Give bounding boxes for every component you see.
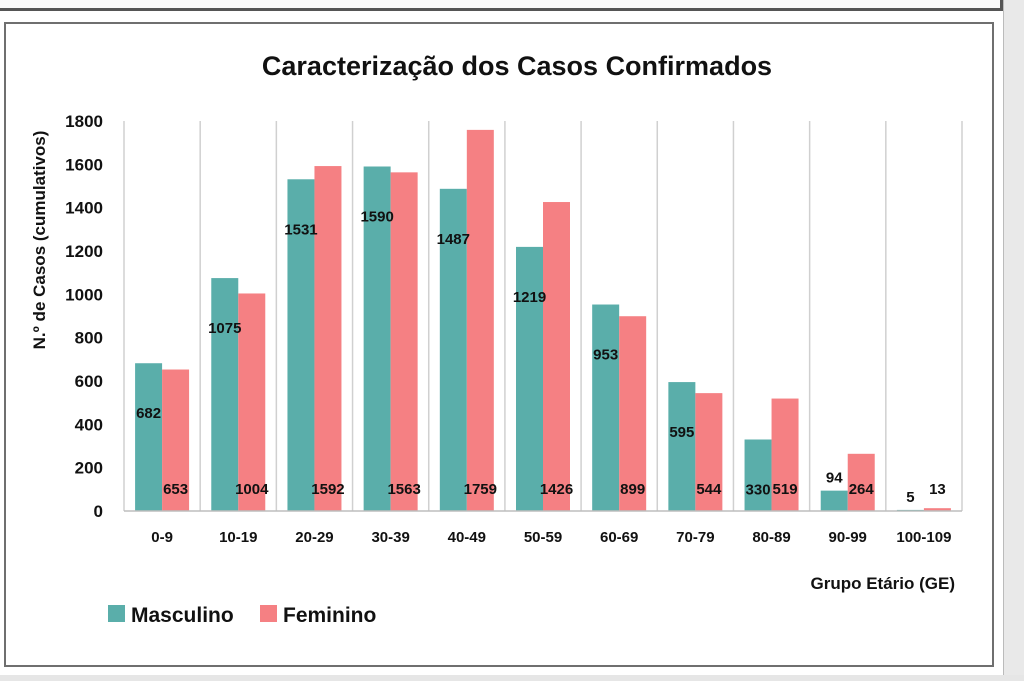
bar-masculino bbox=[363, 166, 391, 511]
bar-feminino bbox=[619, 316, 647, 511]
data-label-masculino: 682 bbox=[136, 405, 161, 422]
legend: Masculino Feminino bbox=[108, 604, 376, 627]
data-label-masculino: 330 bbox=[746, 482, 771, 499]
bar-masculino bbox=[516, 246, 543, 511]
data-label-feminino: 519 bbox=[773, 481, 798, 498]
y-tick-label: 400 bbox=[75, 415, 103, 434]
bar-masculino bbox=[744, 439, 772, 511]
bar-masculino bbox=[287, 179, 315, 512]
bar-feminino bbox=[238, 293, 266, 511]
y-axis-ticks: 0 200 400 600 800 1000 1200 1400 1600 1800 bbox=[65, 112, 103, 521]
x-axis-title: Grupo Etário (GE) bbox=[811, 574, 956, 593]
bar-feminino bbox=[162, 369, 190, 511]
y-tick-label: 800 bbox=[75, 329, 103, 348]
x-tick-label: 50-59 bbox=[524, 529, 562, 546]
bar-masculino bbox=[668, 382, 696, 511]
data-label-masculino: 1075 bbox=[208, 320, 241, 337]
data-label-masculino: 94 bbox=[826, 470, 843, 487]
bar-masculino bbox=[439, 188, 467, 512]
data-label-feminino: 653 bbox=[163, 481, 188, 498]
bar-feminino bbox=[466, 129, 494, 511]
x-tick-label: 60-69 bbox=[600, 529, 638, 546]
data-label-masculino: 1219 bbox=[513, 289, 546, 306]
data-label-feminino: 13 bbox=[929, 481, 946, 498]
bar-feminino bbox=[543, 202, 570, 512]
gridlines bbox=[123, 121, 963, 511]
legend-swatch-masculino bbox=[108, 605, 125, 622]
legend-swatch-feminino bbox=[260, 605, 277, 622]
data-label-feminino: 1759 bbox=[464, 481, 497, 498]
data-label-masculino: 1487 bbox=[437, 231, 470, 248]
background-strip-bottom bbox=[0, 675, 1024, 681]
data-label-masculino: 1590 bbox=[360, 209, 393, 226]
bars bbox=[135, 129, 951, 512]
x-tick-label: 70-79 bbox=[676, 529, 714, 546]
chart-frame bbox=[4, 22, 994, 667]
data-labels: 682 653 1075 1004 1531 1592 1590 1563 1487 1759 12… bbox=[136, 209, 946, 506]
y-tick-label: 1400 bbox=[65, 199, 103, 218]
x-axis-ticks: 0-9 10-19 20-29 30-39 40-49 50-59 60-69 70-79 80… bbox=[151, 529, 951, 546]
data-label-masculino: 953 bbox=[593, 347, 618, 364]
y-tick-label: 600 bbox=[75, 372, 103, 391]
y-tick-label: 1200 bbox=[65, 242, 103, 261]
y-tick-label: 1600 bbox=[65, 155, 103, 174]
bar-masculino bbox=[135, 363, 163, 511]
x-tick-label: 10-19 bbox=[219, 529, 257, 546]
legend-label-feminino: Feminino bbox=[283, 604, 376, 627]
data-label-feminino: 1563 bbox=[387, 481, 420, 498]
chart-title: Caracterização dos Casos Confirmados bbox=[262, 51, 772, 81]
data-label-masculino: 5 bbox=[906, 489, 914, 506]
bar-feminino bbox=[314, 166, 342, 512]
data-label-feminino: 544 bbox=[696, 481, 722, 498]
x-tick-label: 20-29 bbox=[295, 529, 333, 546]
y-tick-label: 0 bbox=[94, 502, 103, 521]
bar-masculino bbox=[820, 490, 848, 511]
background-frame-top bbox=[0, 0, 1003, 11]
x-tick-label: 40-49 bbox=[448, 529, 486, 546]
x-tick-label: 30-39 bbox=[371, 529, 409, 546]
bar-feminino bbox=[847, 453, 875, 511]
x-tick-label: 80-89 bbox=[752, 529, 790, 546]
bar-masculino bbox=[592, 304, 620, 511]
data-label-feminino: 899 bbox=[620, 481, 645, 498]
y-axis-title: N.º de Casos (cumulativos) bbox=[30, 131, 49, 350]
bar-feminino bbox=[771, 398, 799, 511]
x-tick-label: 90-99 bbox=[829, 529, 867, 546]
data-label-feminino: 264 bbox=[849, 481, 875, 498]
x-tick-label: 100-109 bbox=[896, 529, 951, 546]
y-tick-label: 200 bbox=[75, 459, 103, 478]
data-label-feminino: 1004 bbox=[235, 481, 269, 498]
y-tick-label: 1800 bbox=[65, 112, 103, 131]
bar-feminino bbox=[923, 508, 951, 511]
bar-feminino bbox=[695, 393, 723, 511]
legend-label-masculino: Masculino bbox=[131, 604, 234, 627]
x-tick-label: 0-9 bbox=[151, 529, 173, 546]
y-tick-label: 1000 bbox=[65, 285, 103, 304]
bar-feminino bbox=[390, 172, 418, 511]
data-label-masculino: 595 bbox=[669, 424, 694, 441]
background-strip-right bbox=[1003, 0, 1024, 681]
bar-masculino bbox=[211, 278, 239, 511]
data-label-feminino: 1426 bbox=[540, 481, 573, 498]
data-label-masculino: 1531 bbox=[284, 221, 317, 238]
data-label-feminino: 1592 bbox=[311, 481, 344, 498]
